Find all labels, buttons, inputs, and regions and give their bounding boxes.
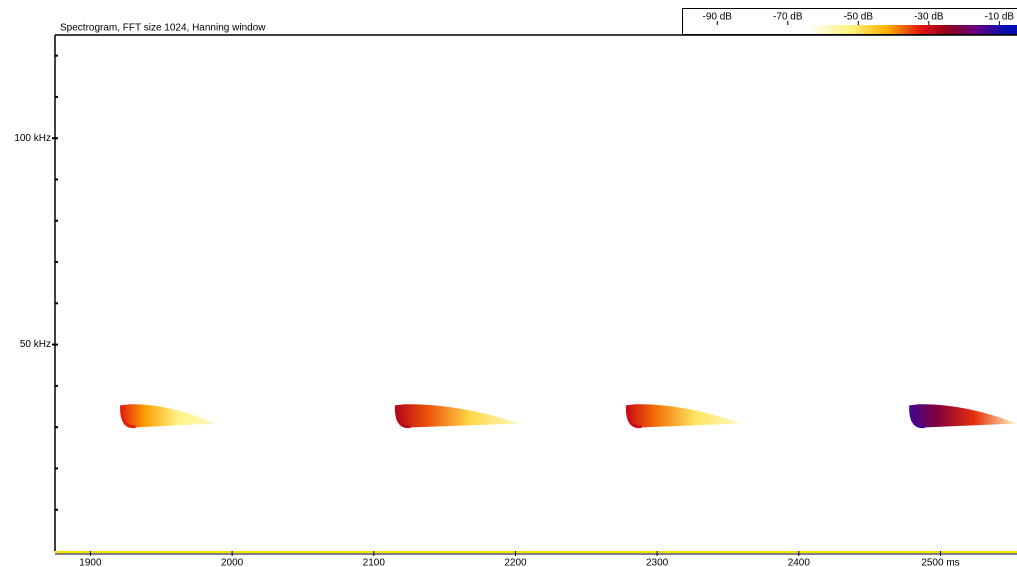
x-tick-label: 2200 [504,558,527,567]
x-tick-label: 2000 [221,558,244,567]
colorbar [683,25,1017,34]
colorbar-tick-label: -70 dB [773,12,803,23]
bat-call [121,404,215,427]
colorbar-tick-label: -90 dB [703,12,733,23]
chart-title: Spectrogram, FFT size 1024, Hanning wind… [60,23,266,34]
colorbar-tick-label: -30 dB [914,12,944,23]
colorbar-tick-label: -50 dB [844,12,874,23]
x-tick-label: 1900 [79,558,102,567]
colorbar-tick-label: -10 dB [985,12,1015,23]
x-tick-label: 2100 [363,558,386,567]
x-tick-label: 2300 [646,558,669,567]
x-tick-label: 2400 [788,558,811,567]
x-tick-label: 2500 ms [921,558,959,567]
y-tick-label: 50 kHz [20,339,51,350]
bat-call [627,404,741,427]
bat-call [910,404,1017,427]
bat-call [396,404,520,427]
chart: Spectrogram, FFT size 1024, Hanning wind… [0,0,1017,567]
page: {"chart_data": { "type": "spectrogram", … [0,0,1017,567]
y-tick-label: 100 kHz [14,133,51,144]
